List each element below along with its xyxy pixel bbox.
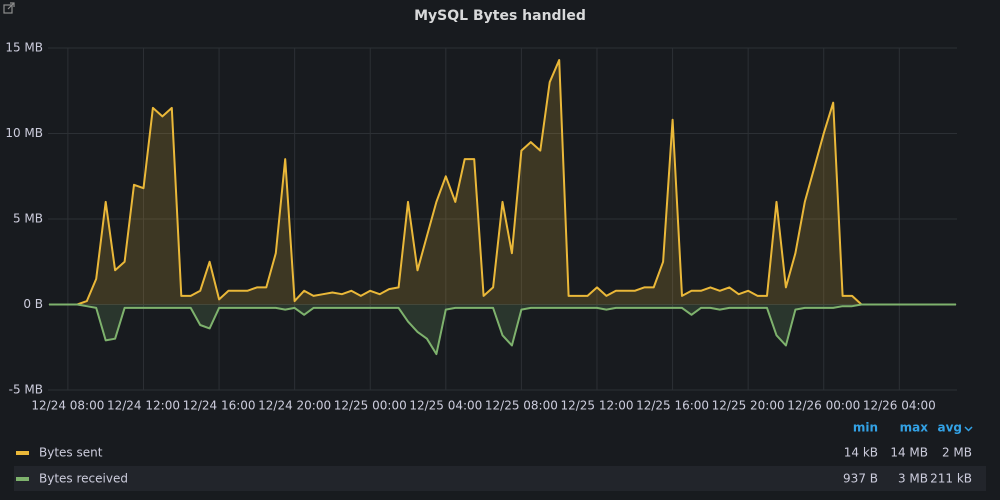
y-tick-label: -5 MB [9, 383, 43, 397]
chart-title: MySQL Bytes handled [414, 8, 586, 24]
x-tick-label: 12/24 16:00 [183, 399, 256, 413]
sort-chevron [964, 426, 973, 432]
x-tick-label: 12/25 00:00 [334, 399, 407, 413]
series-line [49, 59, 956, 306]
x-tick-label: 12/26 00:00 [787, 399, 860, 413]
series-area [49, 60, 956, 305]
legend-column-header: max [900, 421, 929, 435]
y-tick-label: 0 B [23, 297, 43, 311]
legend-column-header: min [853, 421, 878, 435]
x-tick-label: 12/24 12:00 [107, 399, 180, 413]
legend-value: 3 MB [898, 472, 928, 486]
legend-value: 14 MB [890, 446, 928, 460]
x-tick-label: 12/24 20:00 [258, 399, 331, 413]
panel-link-icon[interactable] [3, 2, 15, 14]
x-tick-label: 12/25 12:00 [560, 399, 633, 413]
x-tick-label: 12/25 20:00 [712, 399, 785, 413]
legend-value: 2 MB [942, 446, 972, 460]
x-tick-label: 12/25 08:00 [485, 399, 558, 413]
legend-row-background [14, 466, 986, 491]
x-tick-label: 12/25 16:00 [636, 399, 709, 413]
legend-label: Bytes received [39, 472, 128, 486]
legend-value: 14 kB [844, 446, 878, 460]
legend-column-header: avg [937, 421, 962, 435]
x-tick-label: 12/26 04:00 [863, 399, 936, 413]
x-tick-label: 12/24 08:00 [31, 399, 104, 413]
series-line [49, 303, 956, 356]
y-tick-label: 15 MB [5, 41, 43, 55]
series-area [49, 304, 956, 355]
legend-label: Bytes sent [39, 446, 103, 460]
legend-value: 937 B [843, 472, 878, 486]
x-tick-label: 12/25 04:00 [409, 399, 482, 413]
legend-value: 211 kB [930, 472, 972, 486]
y-tick-label: 5 MB [13, 212, 43, 226]
y-tick-label: 10 MB [5, 126, 43, 140]
